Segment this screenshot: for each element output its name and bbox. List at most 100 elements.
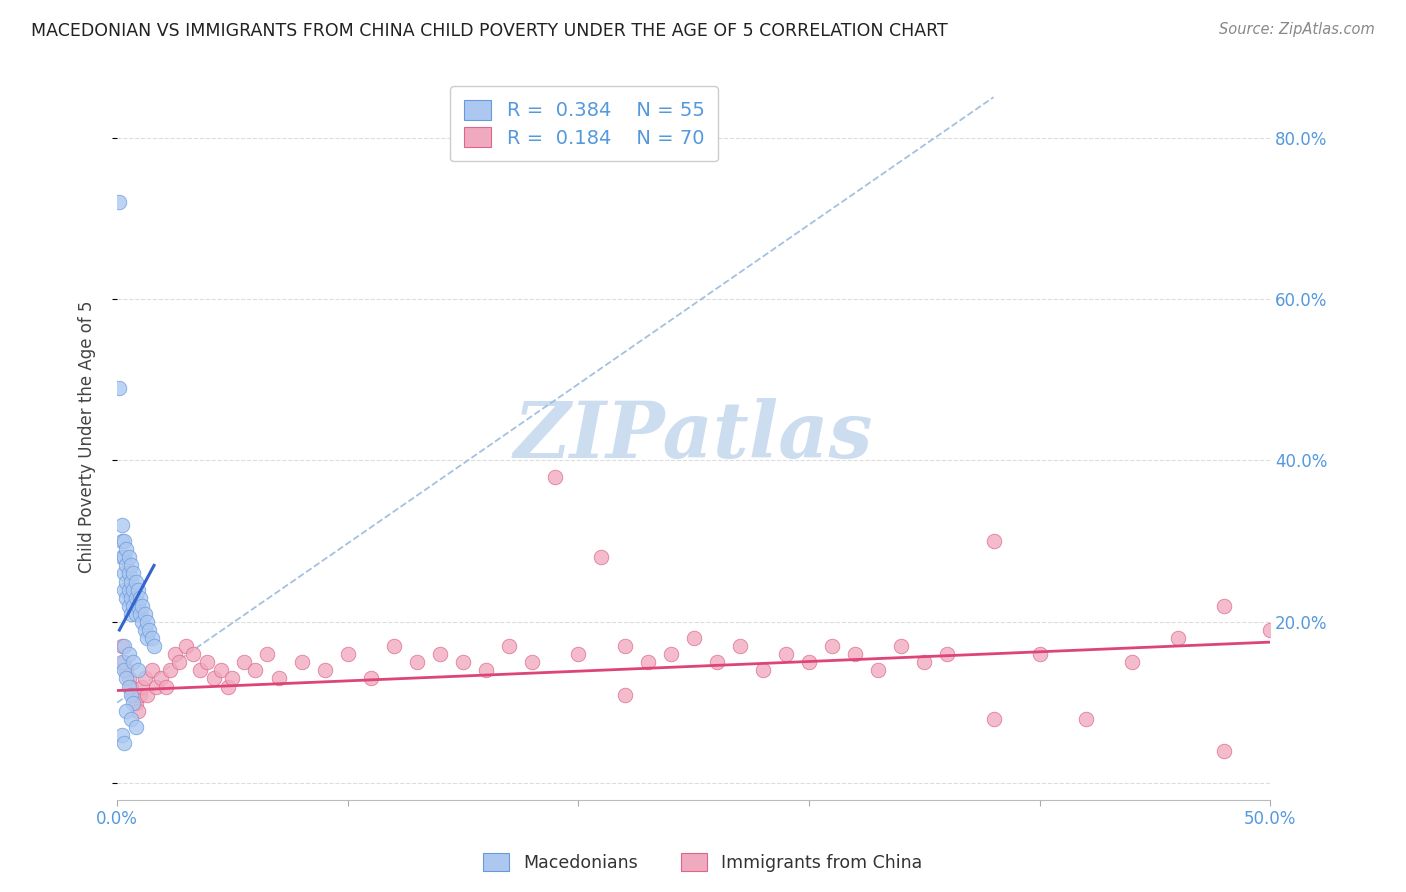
- Point: [131, 680, 153, 694]
- Point: [111, 655, 134, 669]
- Point: [122, 655, 145, 669]
- Point: [124, 696, 146, 710]
- Point: [122, 599, 145, 613]
- Point: [176, 639, 198, 653]
- Point: [936, 647, 959, 661]
- Point: [131, 615, 153, 629]
- Point: [245, 664, 267, 678]
- Point: [143, 639, 166, 653]
- Point: [291, 655, 314, 669]
- Point: [728, 639, 751, 653]
- Point: [217, 680, 239, 694]
- Point: [108, 195, 131, 210]
- Point: [775, 647, 797, 661]
- Legend: Macedonians, Immigrants from China: Macedonians, Immigrants from China: [477, 847, 929, 879]
- Point: [111, 534, 134, 549]
- Point: [136, 688, 159, 702]
- Point: [111, 550, 134, 565]
- Point: [188, 664, 211, 678]
- Point: [138, 623, 160, 637]
- Point: [115, 558, 138, 573]
- Point: [613, 688, 636, 702]
- Point: [112, 550, 135, 565]
- Point: [1074, 712, 1097, 726]
- Legend: R =  0.384    N = 55, R =  0.184    N = 70: R = 0.384 N = 55, R = 0.184 N = 70: [450, 87, 718, 161]
- Point: [202, 672, 225, 686]
- Point: [117, 680, 139, 694]
- Text: ZIPatlas: ZIPatlas: [515, 398, 873, 475]
- Point: [112, 582, 135, 597]
- Point: [117, 566, 139, 581]
- Point: [115, 704, 138, 718]
- Point: [112, 639, 135, 653]
- Point: [120, 688, 142, 702]
- Point: [360, 672, 382, 686]
- Point: [181, 647, 204, 661]
- Point: [821, 639, 844, 653]
- Point: [115, 542, 138, 557]
- Point: [111, 518, 134, 533]
- Point: [1260, 623, 1282, 637]
- Point: [122, 566, 145, 581]
- Point: [1121, 655, 1143, 669]
- Point: [112, 566, 135, 581]
- Point: [117, 582, 139, 597]
- Point: [591, 550, 613, 565]
- Point: [115, 591, 138, 605]
- Text: MACEDONIAN VS IMMIGRANTS FROM CHINA CHILD POVERTY UNDER THE AGE OF 5 CORRELATION: MACEDONIAN VS IMMIGRANTS FROM CHINA CHIL…: [31, 22, 948, 40]
- Point: [498, 639, 520, 653]
- Point: [127, 704, 149, 718]
- Point: [451, 655, 474, 669]
- Point: [117, 550, 139, 565]
- Point: [127, 599, 149, 613]
- Point: [108, 381, 131, 395]
- Point: [115, 672, 138, 686]
- Point: [1213, 744, 1236, 758]
- Point: [983, 534, 1005, 549]
- Point: [145, 680, 167, 694]
- Point: [120, 607, 142, 621]
- Point: [120, 680, 142, 694]
- Point: [163, 647, 186, 661]
- Point: [336, 647, 359, 661]
- Point: [120, 558, 142, 573]
- Point: [136, 631, 159, 645]
- Point: [112, 534, 135, 549]
- Point: [209, 664, 232, 678]
- Point: [134, 672, 156, 686]
- Point: [122, 688, 145, 702]
- Point: [267, 672, 290, 686]
- Point: [1028, 647, 1050, 661]
- Point: [637, 655, 659, 669]
- Point: [115, 574, 138, 589]
- Point: [797, 655, 820, 669]
- Point: [890, 639, 912, 653]
- Point: [912, 655, 935, 669]
- Point: [706, 655, 728, 669]
- Point: [122, 582, 145, 597]
- Point: [613, 639, 636, 653]
- Point: [868, 664, 890, 678]
- Point: [112, 736, 135, 750]
- Point: [682, 631, 704, 645]
- Point: [195, 655, 218, 669]
- Point: [522, 655, 544, 669]
- Point: [124, 574, 146, 589]
- Point: [111, 728, 134, 742]
- Point: [149, 672, 172, 686]
- Point: [120, 574, 142, 589]
- Point: [112, 664, 135, 678]
- Point: [134, 607, 156, 621]
- Point: [124, 607, 146, 621]
- Point: [659, 647, 682, 661]
- Point: [429, 647, 451, 661]
- Y-axis label: Child Poverty Under the Age of 5: Child Poverty Under the Age of 5: [79, 300, 96, 573]
- Point: [134, 623, 156, 637]
- Point: [120, 712, 142, 726]
- Point: [141, 664, 163, 678]
- Point: [127, 582, 149, 597]
- Point: [382, 639, 405, 653]
- Point: [124, 720, 146, 734]
- Point: [141, 631, 163, 645]
- Point: [256, 647, 278, 661]
